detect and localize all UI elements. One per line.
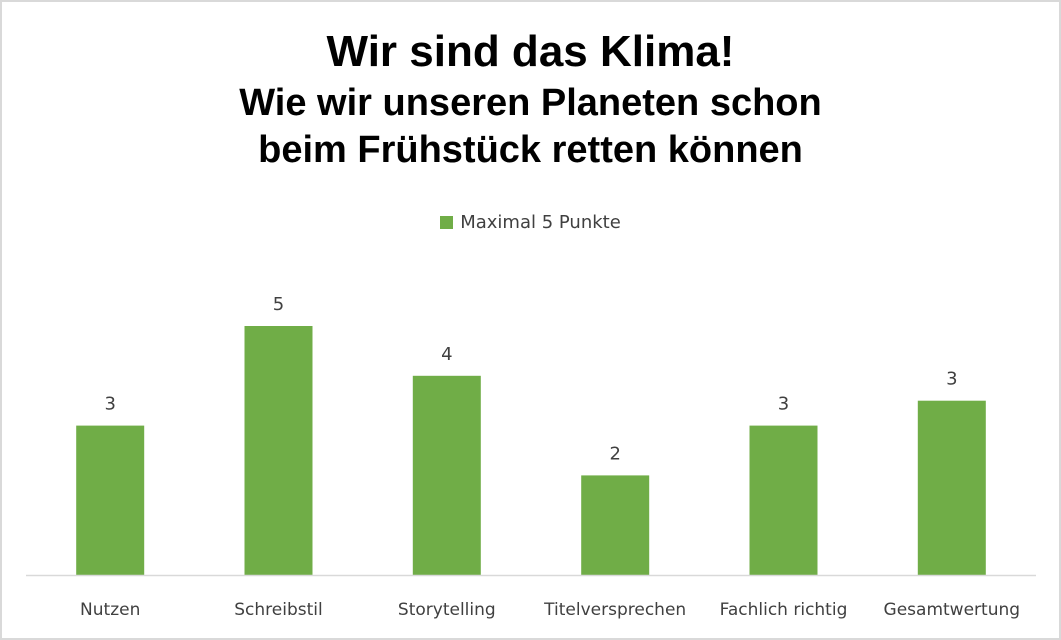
x-tick-label: Nutzen [80, 600, 140, 620]
data-label: 3 [104, 394, 115, 415]
bar-titelversprechen [581, 475, 650, 575]
bar-storytelling [412, 375, 481, 575]
data-label: 3 [946, 369, 957, 390]
legend-label: Maximal 5 Punkte [460, 211, 621, 233]
bar-gesamtwertung [917, 400, 986, 575]
x-tick-label: Schreibstil [234, 600, 322, 620]
chart-title-line: Wir sind das Klima! [326, 27, 735, 76]
legend-swatch [440, 215, 454, 229]
x-tick-label: Titelversprechen [543, 600, 686, 620]
chart-title: Wir sind das Klima! Wie wir unseren Plan… [2, 24, 1059, 174]
bar-fachlich-richtig [749, 425, 818, 575]
data-label: 2 [609, 443, 620, 464]
chart-subtitle-line-2: beim Frühstück retten können [258, 129, 803, 171]
data-label: 4 [441, 344, 452, 365]
x-tick-label: Storytelling [398, 600, 496, 620]
data-label: 3 [778, 394, 789, 415]
x-tick-label: Gesamtwertung [884, 600, 1021, 620]
bar-nutzen [76, 425, 145, 575]
x-tick-label: Fachlich richtig [720, 600, 848, 620]
bar-schreibstil [244, 326, 313, 575]
chart-legend: Maximal 5 Punkte [2, 209, 1059, 235]
chart-subtitle-line-1: Wie wir unseren Planeten schon [239, 82, 822, 124]
data-label: 5 [273, 294, 284, 315]
